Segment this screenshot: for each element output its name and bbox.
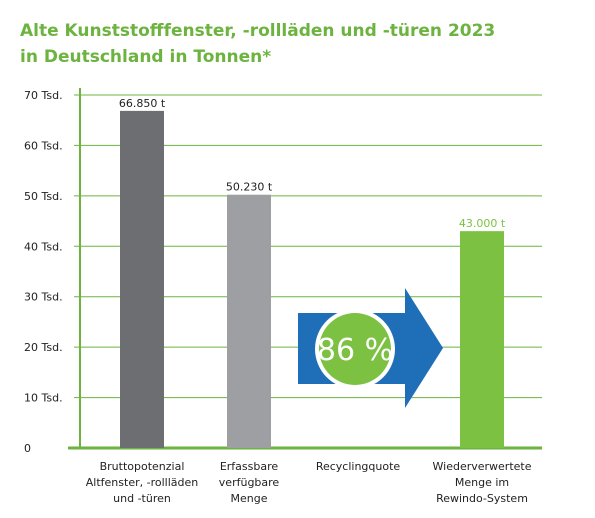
x-tick-label: Altfenster, -rollläden	[86, 476, 198, 489]
y-tick-label: 60 Tsd.	[24, 139, 63, 152]
y-tick-label: 40 Tsd.	[24, 240, 63, 253]
y-tick-label: 70 Tsd.	[24, 89, 63, 102]
x-tick-label: Wiederverwertete	[433, 460, 532, 473]
data-label: 66.850 t	[119, 97, 166, 110]
rate-circle	[319, 313, 391, 385]
y-tick-label: 10 Tsd.	[24, 392, 63, 405]
x-tick-label: verfügbare	[219, 476, 280, 489]
recycling-rate-label: 86 %	[317, 333, 393, 368]
x-tick-label: und -türen	[113, 492, 171, 505]
bar	[120, 110, 164, 448]
y-tick-label: 30 Tsd.	[24, 291, 63, 304]
data-label: 50.230 t	[226, 181, 273, 194]
y-tick-label: 20 Tsd.	[24, 341, 63, 354]
x-tick-label: Rewindo-System	[436, 492, 528, 505]
bar	[460, 231, 504, 448]
chart-title-line-2: in Deutschland in Tonnen*	[20, 47, 272, 67]
x-tick-label: Erfassbare	[220, 460, 279, 473]
x-tick-label: Menge	[231, 492, 268, 505]
x-tick-label: Recyclingquote	[316, 460, 401, 473]
x-tick-label: Bruttopotenzial	[100, 460, 185, 473]
data-label: 43.000 t	[459, 217, 506, 230]
chart-title-line-1: Alte Kunststofffenster, -rollläden und -…	[20, 21, 496, 41]
y-tick-label: 50 Tsd.	[24, 190, 63, 203]
chart-title: Alte Kunststofffenster, -rollläden und -…	[20, 18, 495, 70]
y-tick-label: 0	[24, 442, 31, 455]
bar	[227, 194, 271, 448]
x-tick-label: Menge im	[455, 476, 509, 489]
